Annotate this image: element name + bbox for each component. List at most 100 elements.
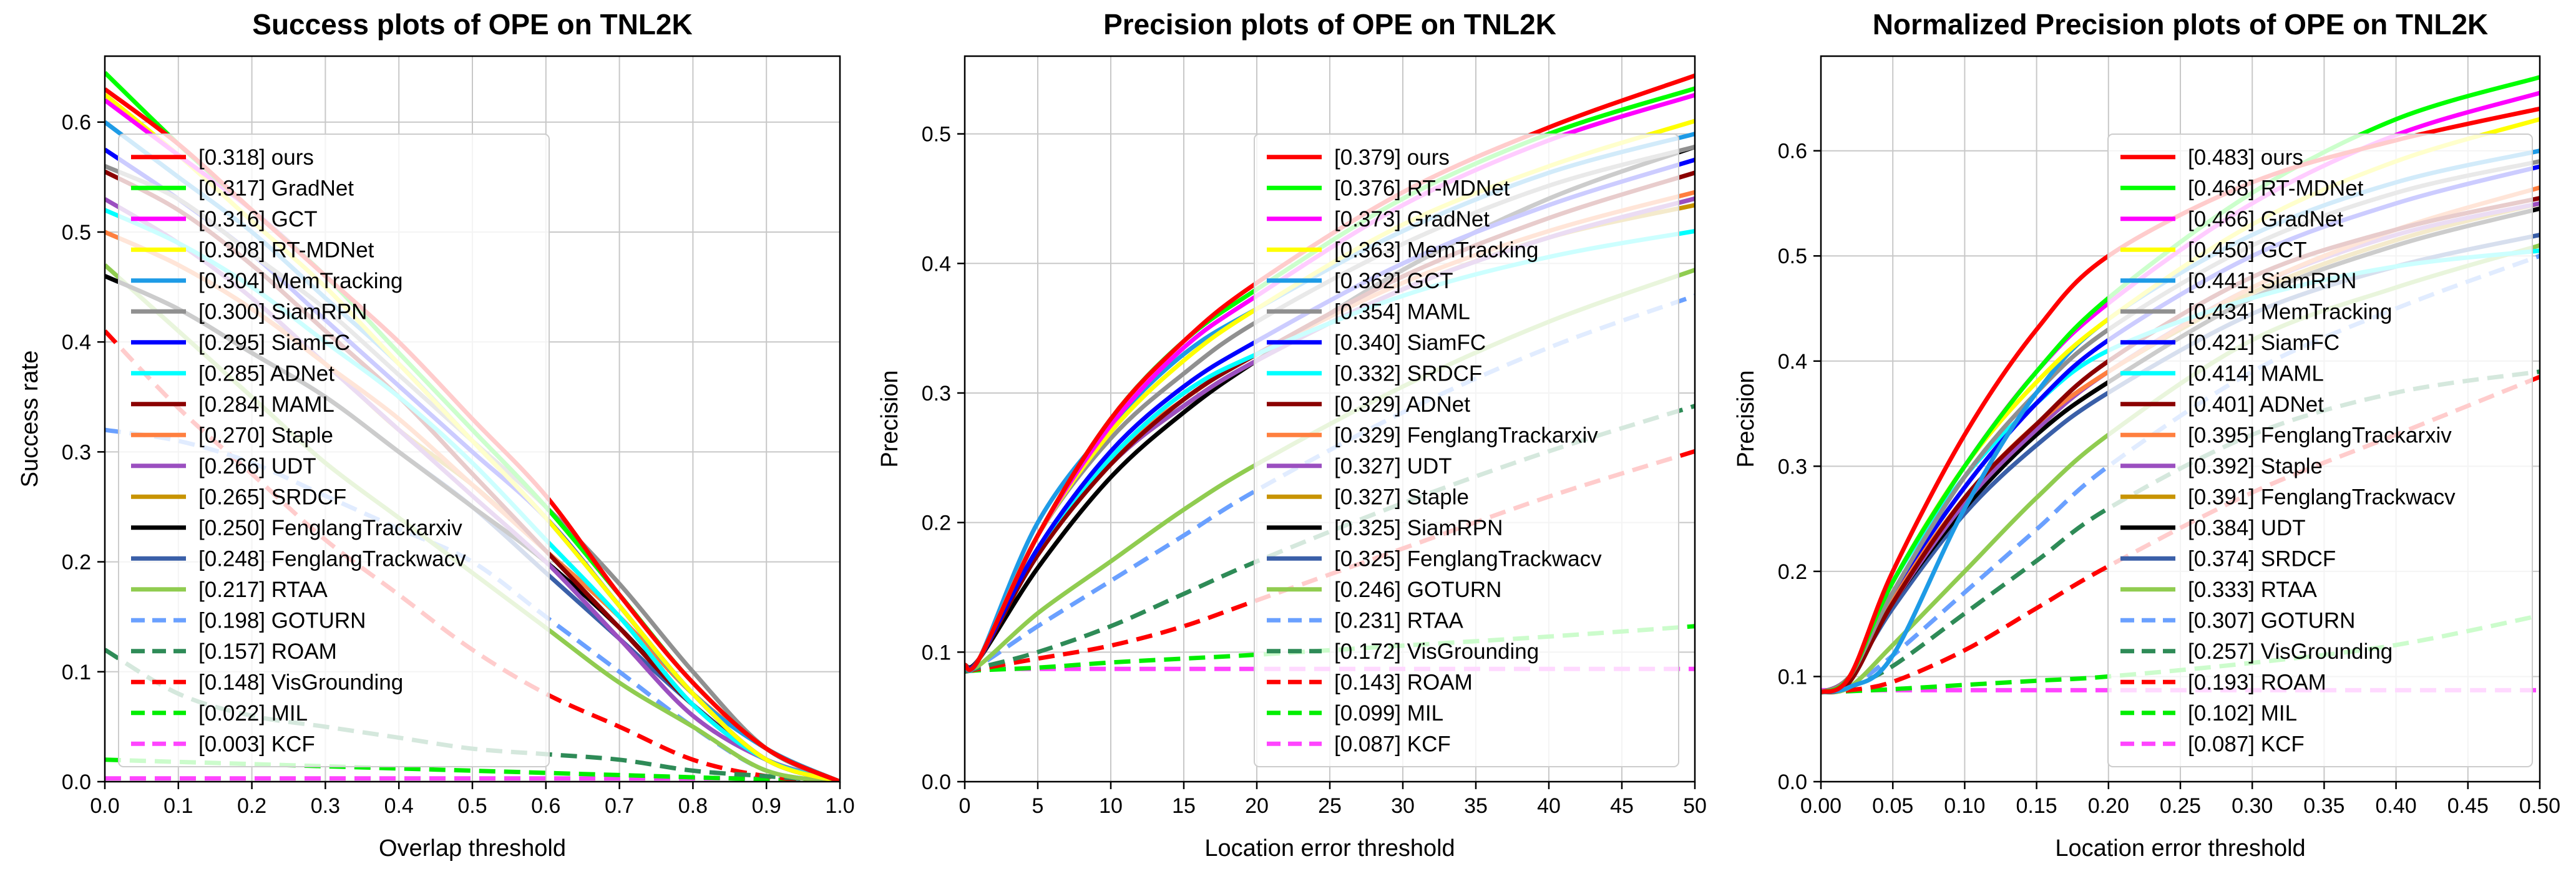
x-tick-label: 0.0 [90, 794, 119, 818]
x-tick-label: 0.1 [163, 794, 193, 818]
x-tick-label: 0.35 [2303, 794, 2344, 818]
x-tick-label: 15 [1172, 794, 1196, 818]
chart-panel-3: 0.00 0.05 0.10 0.15 0.20 0.25 0.30 0.35 0.40 0.45… [1733, 8, 2560, 862]
legend-entry: [0.087] KCF [1334, 732, 1451, 756]
legend-entry: [0.284] MAML [198, 392, 334, 417]
x-tick-label: 0.9 [752, 794, 781, 818]
legend-entry: [0.483] ours [2188, 145, 2303, 170]
legend-entry: [0.317] GradNet [198, 176, 354, 200]
legend-entry: [0.384] UDT [2188, 516, 2306, 540]
series-line [105, 757, 840, 782]
legend-entry: [0.362] GCT [1334, 269, 1453, 293]
y-tick-label: 0.0 [62, 770, 91, 794]
y-tick-label: 0.1 [62, 661, 91, 684]
legend-entry: [0.198] GOTURN [198, 608, 366, 633]
legend: [0.483] ours [0.468] RT-MDNet [0.466] Grad… [2107, 134, 2533, 767]
chart-title: Normalized Precision plots of OPE on TNL… [1873, 8, 2489, 41]
legend-entry: [0.300] SiamRPN [198, 299, 367, 324]
legend-entry: [0.246] GOTURN [1334, 578, 1501, 602]
x-tick-label: 0.25 [2160, 794, 2201, 818]
y-tick-label: 0.3 [1778, 455, 1807, 478]
x-tick-label: 0.7 [605, 794, 634, 818]
y-tick-label: 0.2 [1778, 560, 1807, 584]
legend-entry: [0.102] MIL [2188, 701, 2297, 726]
legend-entry: [0.379] ours [1334, 145, 1450, 170]
legend-entry: [0.285] ADNet [198, 361, 334, 386]
legend-entry: [0.376] RT-MDNet [1334, 176, 1510, 200]
y-tick-label: 0.3 [922, 382, 951, 405]
x-tick-label: 0.20 [2088, 794, 2129, 818]
series-line [965, 404, 1695, 674]
legend-entry: [0.325] FenglangTrackwacv [1334, 546, 1602, 571]
legend-box [1254, 134, 1679, 767]
x-tick-label: 5 [1032, 794, 1044, 818]
x-tick-label: 0.6 [531, 794, 560, 818]
x-tick-label: 0.45 [2447, 794, 2489, 818]
x-tick-label: 50 [1683, 794, 1707, 818]
legend-entry: [0.332] SRDCF [1334, 361, 1482, 386]
legend-entry: [0.022] MIL [198, 701, 308, 726]
legend-entry: [0.363] MemTracking [1334, 238, 1538, 262]
x-tick-label: 0.10 [1944, 794, 1985, 818]
legend-entry: [0.087] KCF [2188, 732, 2305, 756]
legend-entry: [0.099] MIL [1334, 701, 1443, 726]
y-tick-label: 0.0 [922, 770, 951, 794]
legend-entry: [0.441] SiamRPN [2188, 269, 2356, 293]
x-tick-label: 35 [1464, 794, 1488, 818]
legend-entry: [0.304] MemTracking [198, 269, 402, 293]
y-tick-label: 0.5 [1778, 245, 1807, 268]
legend-entry: [0.327] UDT [1334, 454, 1452, 478]
x-tick-label: 0.5 [457, 794, 487, 818]
legend-entry: [0.395] FenglangTrackarxiv [2188, 423, 2452, 447]
x-tick-label: 0.05 [1872, 794, 1913, 818]
legend-entry: [0.148] VisGrounding [198, 670, 403, 694]
legend-entry: [0.248] FenglangTrackwacv [198, 546, 466, 571]
y-tick-label: 0.6 [62, 111, 91, 135]
legend-entry: [0.307] GOTURN [2188, 608, 2355, 633]
legend-entry: [0.392] Staple [2188, 454, 2323, 478]
x-tick-label: 25 [1318, 794, 1342, 818]
x-tick-label: 0.8 [678, 794, 708, 818]
chart-panel-2: 0 5 10 15 20 25 30 35 40 45 50 0.0 0.1 0.2 0.3 0.4 0.5 Pr… [877, 8, 1707, 862]
x-tick-label: 1.0 [825, 794, 854, 818]
legend-entry: [0.266] UDT [198, 454, 316, 478]
y-tick-label: 0.4 [1778, 350, 1807, 374]
x-tick-label: 10 [1099, 794, 1123, 818]
y-axis-label: Precision [877, 370, 903, 467]
x-tick-label: 40 [1537, 794, 1561, 818]
legend-entry: [0.340] SiamFC [1334, 331, 1486, 355]
y-tick-label: 0.4 [62, 331, 91, 354]
legend-entry: [0.231] RTAA [1334, 608, 1464, 633]
legend-entry: [0.354] MAML [1334, 299, 1470, 324]
legend-entry: [0.295] SiamFC [198, 331, 350, 355]
legend-entry: [0.250] FenglangTrackarxiv [198, 516, 462, 540]
x-tick-label: 0 [959, 794, 971, 818]
legend-entry: [0.265] SRDCF [198, 485, 346, 509]
x-axis-label: Location error threshold [2055, 835, 2305, 862]
legend-entry: [0.421] SiamFC [2188, 331, 2339, 355]
legend-entry: [0.193] ROAM [2188, 670, 2326, 694]
x-axis-label: Overlap threshold [379, 835, 566, 862]
legend-entry: [0.308] RT-MDNet [198, 238, 374, 262]
legend-entry: [0.327] Staple [1334, 485, 1469, 509]
y-tick-label: 0.3 [62, 440, 91, 464]
x-tick-label: 0.2 [237, 794, 266, 818]
chart-title: Success plots of OPE on TNL2K [252, 8, 692, 41]
x-tick-label: 0.50 [2519, 794, 2560, 818]
x-tick-label: 0.4 [384, 794, 414, 818]
legend-entry: [0.270] Staple [198, 423, 333, 447]
x-axis-label: Location error threshold [1204, 835, 1455, 862]
x-tick-label: 0.15 [2016, 794, 2057, 818]
legend-entry: [0.172] VisGrounding [1334, 639, 1539, 664]
y-axis-label: Success rate [17, 351, 43, 488]
y-tick-label: 0.1 [922, 641, 951, 664]
legend-entry: [0.217] RTAA [198, 578, 328, 602]
legend-entry: [0.329] ADNet [1334, 392, 1470, 417]
y-tick-label: 0.5 [62, 221, 91, 245]
x-tick-label: 0.3 [311, 794, 340, 818]
y-tick-label: 0.4 [922, 252, 951, 276]
y-tick-label: 0.2 [922, 512, 951, 535]
legend-entry: [0.333] RTAA [2188, 578, 2318, 602]
legend: [0.318] ours [0.317] GradNet [0.316] GCT [0… [118, 134, 550, 767]
